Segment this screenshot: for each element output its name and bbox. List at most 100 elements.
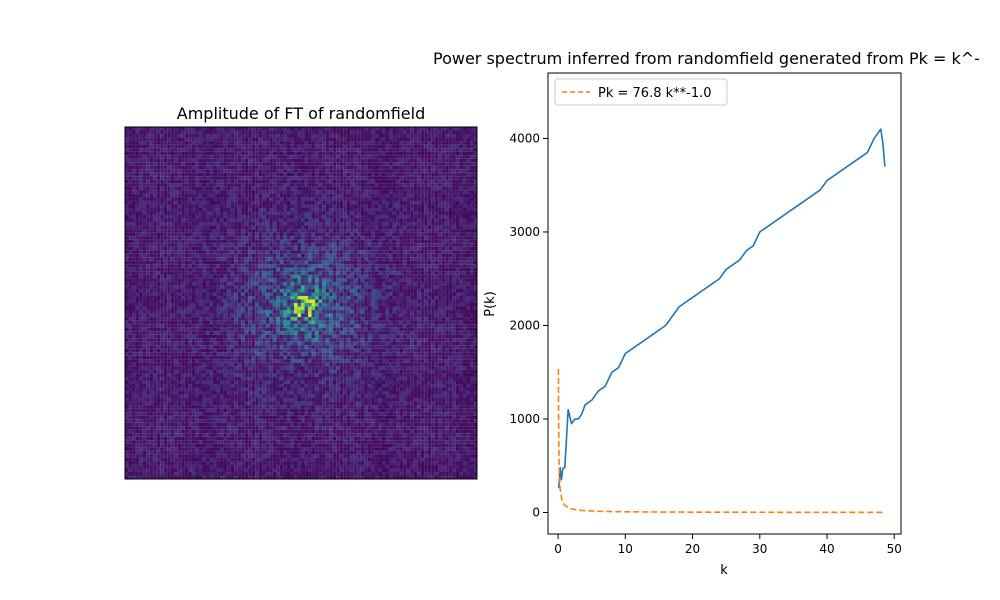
heatmap-cell [339, 169, 344, 173]
heatmap-cell [149, 281, 154, 286]
heatmap-cell [315, 281, 319, 286]
heatmap-cell [174, 183, 178, 187]
heatmap-cell [353, 271, 358, 275]
heatmap-cell [128, 172, 133, 177]
heatmap-cell [195, 197, 199, 201]
heatmap-cell [198, 183, 203, 187]
heatmap-cell [132, 151, 136, 156]
heatmap-cell [378, 186, 383, 191]
heatmap-cell [209, 229, 214, 233]
heatmap-cell [279, 253, 284, 258]
heatmap-cell [297, 250, 302, 254]
heatmap-cell [396, 200, 400, 205]
heatmap-cell [399, 162, 404, 166]
heatmap-cell [198, 211, 203, 216]
heatmap-cell [424, 285, 428, 289]
heatmap-cell [424, 151, 428, 156]
heatmap-cell [322, 215, 326, 219]
heatmap-cell [350, 176, 354, 180]
heatmap-cell [202, 165, 207, 170]
heatmap-cell [244, 197, 249, 201]
heatmap-cell [262, 179, 266, 184]
heatmap-cell [198, 239, 203, 244]
heatmap-cell [248, 299, 252, 304]
heatmap-cell [329, 267, 333, 272]
heatmap-cell [469, 239, 474, 244]
heatmap-cell [315, 134, 319, 138]
heatmap-cell [445, 239, 449, 244]
heatmap-cell [209, 186, 214, 191]
heatmap-cell [389, 229, 393, 233]
heatmap-cell [198, 200, 203, 205]
heatmap-cell [378, 134, 383, 138]
heatmap-cell [466, 260, 471, 265]
heatmap-cell [223, 264, 228, 268]
heatmap-cell [146, 285, 150, 289]
heatmap-cell [205, 211, 210, 216]
heatmap-cell [177, 281, 182, 286]
heatmap-cell [223, 232, 228, 237]
heatmap-cell [427, 197, 432, 201]
heatmap-cell [322, 232, 326, 237]
heatmap-cell [262, 193, 266, 198]
heatmap-cell [132, 250, 136, 254]
heatmap-cell [290, 250, 295, 254]
heatmap-cell [293, 257, 298, 261]
heatmap-cell [381, 176, 386, 180]
heatmap-cell [290, 151, 295, 156]
heatmap-cell [392, 218, 397, 223]
heatmap-cell [353, 260, 358, 265]
heatmap-cell [371, 267, 375, 272]
heatmap-cell [329, 186, 333, 191]
heatmap-cell [353, 292, 358, 297]
heatmap-cell [174, 232, 178, 237]
heatmap-cell [413, 137, 418, 142]
heatmap-cell [188, 299, 192, 304]
heatmap-cell [128, 215, 133, 219]
heatmap-cell [258, 222, 263, 226]
heatmap-cell [276, 215, 280, 219]
heatmap-cell [448, 130, 453, 135]
heatmap-cell [156, 172, 161, 177]
heatmap-cell [329, 169, 333, 173]
heatmap-cell [170, 137, 175, 142]
heatmap-cell [417, 148, 421, 152]
heatmap-cell [459, 288, 463, 293]
heatmap-cell [237, 162, 242, 166]
heatmap-cell [135, 176, 140, 180]
heatmap-cell [413, 285, 418, 289]
heatmap-cell [322, 218, 326, 223]
heatmap-cell [318, 190, 323, 194]
heatmap-cell [469, 158, 474, 163]
heatmap-cell [188, 204, 192, 209]
heatmap-cell [367, 211, 372, 216]
heatmap-cell [290, 158, 295, 163]
heatmap-cell [322, 148, 326, 152]
heatmap-cell [417, 257, 421, 261]
heatmap-cell [139, 197, 143, 201]
heatmap-cell [392, 292, 397, 297]
heatmap-cell [216, 172, 221, 177]
heatmap-cell [452, 144, 456, 149]
heatmap-cell [125, 274, 129, 279]
heatmap-cell [213, 288, 217, 293]
heatmap-cell [322, 225, 326, 230]
heatmap-cell [339, 141, 344, 145]
heatmap-cell [128, 169, 133, 173]
heatmap-cell [142, 141, 147, 145]
heatmap-cell [163, 169, 168, 173]
heatmap-cell [156, 257, 161, 261]
heatmap-cell [357, 197, 361, 201]
heatmap-cell [325, 158, 330, 163]
heatmap-cell [125, 246, 129, 251]
heatmap-cell [406, 264, 411, 268]
heatmap-cell [385, 169, 390, 173]
heatmap-cell [346, 148, 351, 152]
heatmap-cell [202, 271, 207, 275]
heatmap-cell [146, 257, 150, 261]
heatmap-cell [455, 257, 460, 261]
heatmap-cell [209, 190, 214, 194]
heatmap-cell [438, 246, 442, 251]
heatmap-cell [367, 236, 372, 240]
heatmap-cell [276, 288, 280, 293]
